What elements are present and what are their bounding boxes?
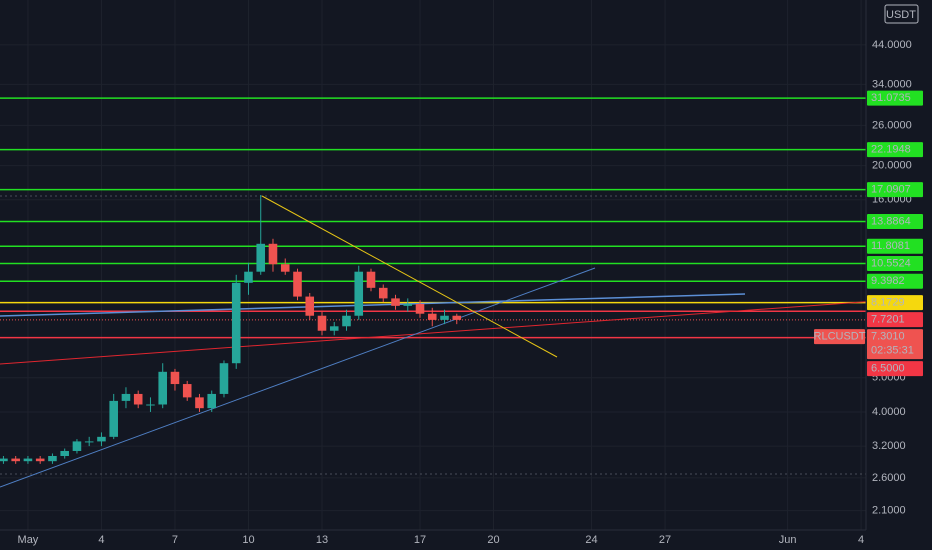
x-tick-label: 20 — [487, 534, 499, 546]
price-label-bg — [867, 142, 923, 158]
price-label-bg — [867, 255, 923, 271]
price-label: 10.5524 — [871, 257, 911, 269]
candle-body — [158, 371, 168, 405]
candle-body — [146, 404, 155, 406]
x-tick-label: 4 — [858, 534, 864, 546]
candle-body — [48, 455, 57, 462]
candle-body — [231, 282, 241, 364]
candle-body — [293, 271, 302, 297]
candle-body — [207, 393, 217, 409]
candle-body — [329, 326, 339, 331]
price-label: 11.8081 — [871, 240, 910, 252]
candles — [0, 195, 462, 464]
trendline — [0, 296, 932, 365]
levels — [0, 97, 866, 339]
axis-labels: 44.000034.000026.000020.000016.00005.000… — [18, 39, 923, 546]
price-label-bg — [867, 182, 923, 198]
candle-body — [366, 271, 376, 288]
symbol-label: RLCUSDT — [814, 330, 866, 342]
candle-body — [60, 450, 69, 456]
candle-body — [121, 393, 131, 401]
price-label: 22.1948 — [871, 144, 911, 156]
symbol-badge — [814, 329, 865, 345]
candle-body — [170, 371, 180, 385]
x-tick-label: 17 — [414, 534, 426, 546]
y-tick-label: 26.0000 — [872, 119, 912, 131]
y-tick-label: 2.6000 — [872, 472, 906, 484]
candle-body — [244, 271, 253, 283]
trendline — [0, 267, 596, 488]
candle-body — [109, 400, 118, 437]
price-label: 6.5000 — [871, 362, 905, 374]
price-label: 31.0735 — [871, 92, 911, 104]
candle-body — [342, 315, 351, 327]
currency: USDT — [886, 9, 916, 21]
candle-body — [452, 315, 462, 320]
candle-body — [305, 296, 315, 316]
x-tick-label: 10 — [242, 534, 254, 546]
price-label: 8.1729 — [871, 296, 905, 308]
y-tick-label: 44.0000 — [872, 39, 912, 51]
candle-body — [440, 315, 449, 320]
price-label-bg — [867, 312, 923, 328]
candle-body — [354, 271, 364, 316]
price-label-bg — [867, 90, 923, 106]
currency-badge — [884, 4, 919, 24]
candle-body — [97, 436, 106, 442]
price-label-bg — [867, 213, 923, 229]
price-label-bg — [867, 329, 923, 360]
x-tick-label: Jun — [779, 534, 797, 546]
candle-body — [0, 458, 8, 462]
price-label-bg — [867, 295, 923, 311]
trendline — [261, 195, 558, 358]
candle-body — [35, 458, 45, 462]
candle-body — [403, 303, 413, 306]
candle-body — [317, 315, 327, 331]
price-label: 17.0907 — [871, 184, 911, 196]
candle-body — [391, 298, 400, 306]
candle-body — [268, 243, 278, 265]
y-tick-label: 20.0000 — [872, 160, 912, 172]
price-label: 7.3010 — [871, 330, 905, 342]
candle-body — [11, 458, 20, 462]
candle-body — [84, 441, 94, 443]
countdown: 02:35:31 — [871, 344, 914, 356]
x-tick-label: May — [18, 534, 39, 546]
trendline — [0, 293, 746, 317]
x-tick-label: 24 — [585, 534, 597, 546]
y-tick-label: 34.0000 — [872, 78, 912, 90]
candle-body — [182, 384, 192, 398]
x-tick-label: 13 — [316, 534, 328, 546]
price-label-bg — [867, 361, 923, 377]
candle-body — [280, 264, 290, 272]
price-label-bg — [867, 238, 923, 254]
candle-body — [133, 393, 143, 405]
candle-body — [415, 303, 425, 314]
candle-body — [23, 458, 33, 462]
x-tick-label: 27 — [659, 534, 671, 546]
y-tick-label: 4.0000 — [872, 406, 906, 418]
candle-body — [72, 441, 82, 451]
candle-body — [195, 397, 204, 409]
price-label: 13.8864 — [871, 215, 911, 227]
candle-body — [219, 363, 229, 394]
x-tick-label: 7 — [172, 534, 178, 546]
candle-body — [427, 313, 437, 320]
price-label-bg — [867, 273, 923, 289]
price-label: 7.7201 — [871, 313, 905, 325]
y-tick-label: 2.1000 — [872, 505, 906, 517]
price-label: 9.3982 — [871, 275, 905, 287]
y-tick-label: 3.2000 — [872, 440, 906, 452]
candle-body — [378, 287, 388, 299]
candle-body — [256, 243, 266, 272]
x-tick-label: 4 — [98, 534, 104, 546]
